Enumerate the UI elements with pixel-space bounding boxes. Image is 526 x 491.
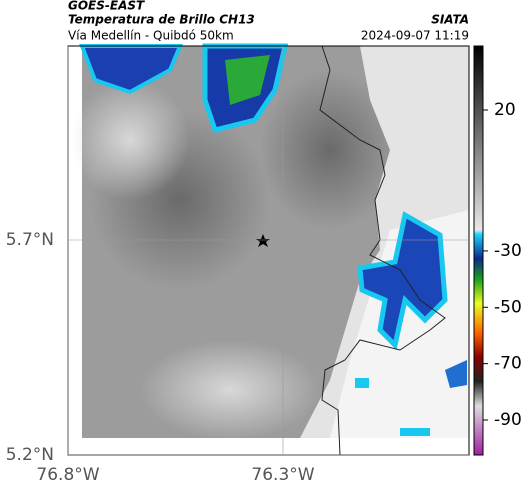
colorbar-tick-label: -70 bbox=[494, 354, 522, 374]
colorbar-tick-label: -50 bbox=[494, 297, 522, 317]
boundary bbox=[319, 45, 446, 456]
cold-cloud bbox=[400, 428, 430, 436]
cold-cloud bbox=[357, 211, 448, 350]
cold-cloud bbox=[355, 378, 369, 388]
x-tick-label: 76.3°W bbox=[251, 465, 314, 485]
colorbar-tick-label: -30 bbox=[494, 241, 522, 261]
very-cold-cloud bbox=[225, 55, 270, 105]
y-tick-label: 5.2°N bbox=[6, 445, 54, 465]
subtitle: Vía Medellín - Quibdó 50km bbox=[68, 29, 234, 43]
datetime: 2024-09-07 11:19 bbox=[361, 29, 469, 43]
source: GOES-EAST bbox=[68, 0, 145, 13]
x-tick-label: 76.8°W bbox=[36, 465, 99, 485]
brand: SIATA bbox=[431, 13, 469, 27]
colorbar bbox=[473, 45, 484, 456]
title: Temperatura de Brillo CH13 bbox=[68, 13, 255, 27]
satellite-image bbox=[70, 43, 469, 456]
light-area bbox=[140, 340, 320, 440]
light-area bbox=[70, 80, 190, 200]
colorbar-tick-label: -90 bbox=[494, 410, 522, 430]
cold-cloud bbox=[445, 360, 467, 388]
colorbar-tick-label: 20 bbox=[494, 100, 516, 120]
dark-area bbox=[260, 70, 400, 230]
station-marker bbox=[256, 234, 270, 247]
axes: 76.8°W 76.3°W 5.7°N 5.2°N 20 -30 -50 -70 -90 bbox=[6, 46, 522, 485]
y-tick-label: 5.7°N bbox=[6, 230, 54, 250]
